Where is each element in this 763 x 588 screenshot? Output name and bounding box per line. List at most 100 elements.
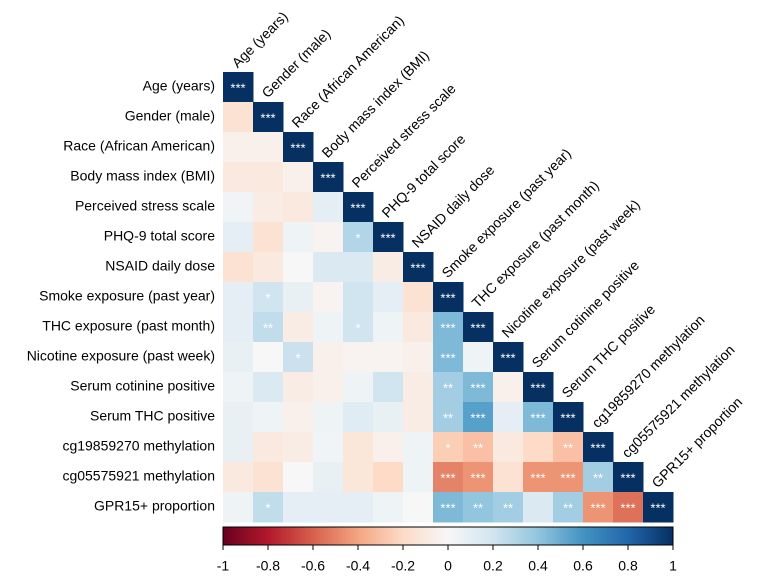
cell (403, 282, 434, 313)
significance-label: ** (593, 470, 603, 485)
cell (373, 252, 404, 283)
cell (253, 342, 284, 373)
cell (463, 342, 494, 373)
cell (403, 252, 434, 283)
cell (223, 372, 254, 403)
row-label: PHQ-9 total score (104, 228, 215, 244)
colorbar-tick-label: -1 (217, 558, 230, 574)
significance-label: ** (443, 410, 453, 425)
colorbar (222, 526, 674, 546)
row-label: Gender (male) (125, 108, 215, 124)
significance-label: *** (470, 410, 485, 425)
cell (463, 492, 494, 523)
cell (283, 492, 314, 523)
cell (493, 432, 524, 463)
cell (283, 402, 314, 433)
significance-label: *** (620, 470, 635, 485)
colorbar-tick-label: 0.6 (573, 558, 593, 574)
significance-label: * (355, 230, 360, 245)
row-label: cg05575921 methylation (62, 468, 215, 484)
cell (343, 312, 374, 343)
colorbar-tick-label: 1 (669, 558, 677, 574)
cell (313, 372, 344, 403)
cell (223, 402, 254, 433)
cell (373, 492, 404, 523)
cell (223, 342, 254, 373)
significance-label: *** (560, 410, 575, 425)
row-label: Serum cotinine positive (70, 378, 215, 394)
row-label: Age (years) (143, 78, 215, 94)
significance-label: * (265, 290, 270, 305)
cell (463, 432, 494, 463)
row-label: GPR15+ proportion (94, 498, 215, 514)
cell (493, 462, 524, 493)
significance-label: ** (473, 500, 483, 515)
colorbar-tick-label: -0.6 (301, 558, 325, 574)
colorbar-tick-label: 0.8 (618, 558, 638, 574)
cell (313, 192, 344, 223)
significance-label: *** (560, 470, 575, 485)
cell (253, 222, 284, 253)
row-label: cg19859270 methylation (62, 438, 215, 454)
cell (313, 432, 344, 463)
significance-label: *** (530, 410, 545, 425)
cell (283, 252, 314, 283)
significance-label: *** (380, 230, 395, 245)
significance-label: *** (440, 500, 455, 515)
significance-label: *** (440, 320, 455, 335)
significance-label: *** (260, 110, 275, 125)
significance-label: *** (440, 470, 455, 485)
cell (223, 102, 254, 133)
significance-label: *** (500, 350, 515, 365)
cell (583, 432, 614, 463)
cell (463, 312, 494, 343)
cell (343, 222, 374, 253)
cell (253, 162, 284, 193)
cell (283, 282, 314, 313)
cell (373, 432, 404, 463)
significance-label: *** (470, 320, 485, 335)
cell (283, 222, 314, 253)
significance-label: *** (440, 290, 455, 305)
cell (223, 192, 254, 223)
cell (253, 282, 284, 313)
column-label: cg05575921 methylation (618, 342, 737, 461)
cell (223, 432, 254, 463)
cell (523, 492, 554, 523)
significance-label: ** (503, 500, 513, 515)
row-label: Race (African American) (63, 138, 215, 154)
significance-label: *** (620, 500, 635, 515)
cell (433, 372, 464, 403)
cell (253, 432, 284, 463)
cell (343, 282, 374, 313)
row-label: THC exposure (past month) (42, 318, 215, 334)
cell (253, 372, 284, 403)
significance-label: *** (320, 170, 335, 185)
cell (553, 462, 584, 493)
cell (433, 462, 464, 493)
column-label: Serum cotinine positive (528, 257, 642, 371)
cell (343, 462, 374, 493)
cell (373, 372, 404, 403)
cell (463, 372, 494, 403)
cell (493, 492, 524, 523)
cell (433, 312, 464, 343)
cell (433, 342, 464, 373)
row-label: Body mass index (BMI) (70, 168, 215, 184)
cell (313, 402, 344, 433)
cell (403, 492, 434, 523)
cell (403, 402, 434, 433)
significance-label: ** (473, 440, 483, 455)
cell (583, 492, 614, 523)
significance-label: ** (563, 440, 573, 455)
cell (433, 432, 464, 463)
cell (283, 162, 314, 193)
row-label: NSAID daily dose (105, 258, 215, 274)
cell (373, 402, 404, 433)
cell (373, 312, 404, 343)
cell (223, 312, 254, 343)
column-label: Age (years) (228, 8, 290, 70)
significance-label: *** (230, 80, 245, 95)
cell (343, 252, 374, 283)
cell (463, 402, 494, 433)
